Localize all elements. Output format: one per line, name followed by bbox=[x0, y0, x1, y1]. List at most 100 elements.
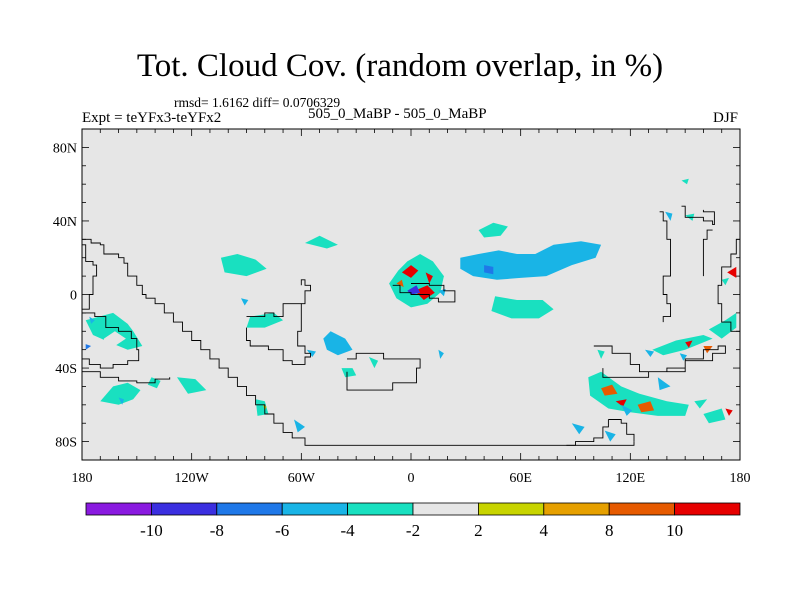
anomaly-region bbox=[679, 353, 687, 361]
colorbar-swatch bbox=[477, 502, 545, 516]
colorbar-label: -4 bbox=[341, 521, 356, 540]
anomaly-region bbox=[645, 349, 655, 357]
anomaly-region bbox=[685, 340, 693, 348]
anomaly-region bbox=[305, 235, 338, 249]
colorbar-swatch bbox=[608, 502, 676, 516]
anomaly-region bbox=[100, 382, 141, 405]
anomaly-region bbox=[341, 368, 357, 378]
x-tick-label: 180 bbox=[72, 471, 93, 486]
anomaly-region bbox=[407, 285, 421, 295]
colorbar-swatch bbox=[543, 502, 610, 516]
coastline bbox=[566, 441, 635, 446]
coastline bbox=[300, 279, 311, 305]
x-tick-label: 120E bbox=[616, 471, 646, 486]
anomaly-region bbox=[721, 277, 729, 286]
anomaly-region bbox=[604, 430, 616, 442]
colorbar-swatch bbox=[281, 502, 349, 516]
anomaly-region bbox=[85, 344, 92, 350]
colorbar-swatch bbox=[674, 502, 741, 516]
anomaly-region bbox=[571, 423, 585, 435]
anomaly-region bbox=[306, 349, 316, 357]
anomaly-region bbox=[425, 272, 433, 284]
anomaly-region bbox=[241, 298, 249, 306]
anomaly-region bbox=[103, 331, 126, 346]
coastline bbox=[82, 244, 98, 317]
anomaly-region bbox=[323, 331, 353, 356]
anomaly-region bbox=[85, 312, 143, 350]
colorbar-swatch bbox=[85, 502, 152, 516]
anomaly-region bbox=[220, 254, 267, 277]
coastline bbox=[608, 419, 635, 442]
coastline bbox=[82, 238, 609, 446]
colorbar-label: -10 bbox=[140, 521, 163, 540]
colorbar-swatch bbox=[412, 502, 479, 516]
colorbar-swatch bbox=[347, 502, 414, 516]
coastline bbox=[681, 205, 715, 226]
anomaly-region bbox=[294, 419, 305, 433]
anomaly-region bbox=[478, 222, 508, 238]
x-tick-label: 60W bbox=[288, 471, 316, 486]
anomaly-region bbox=[597, 349, 605, 359]
y-tick-label: 80N bbox=[53, 141, 77, 156]
y-tick-label: 0 bbox=[70, 289, 77, 304]
field-layer bbox=[85, 178, 737, 442]
coastline bbox=[593, 345, 726, 378]
colorbar-label: -6 bbox=[275, 521, 289, 540]
coastline bbox=[82, 312, 140, 369]
y-tick-label: 40N bbox=[53, 215, 77, 230]
anomaly-region bbox=[177, 377, 207, 394]
anomaly-region bbox=[615, 399, 627, 407]
anomaly-region bbox=[118, 397, 124, 405]
coastline bbox=[659, 211, 671, 323]
x-tick-label: 0 bbox=[408, 471, 415, 486]
colorbar-label: -2 bbox=[406, 521, 420, 540]
anomaly-region bbox=[401, 265, 419, 278]
colorbar-swatch bbox=[150, 502, 218, 516]
anomaly-region bbox=[637, 401, 655, 413]
colorbar-label: 8 bbox=[605, 521, 614, 540]
experiment-label: Expt = teYFx3-teYFx2 bbox=[82, 110, 222, 126]
anomaly-region bbox=[460, 241, 602, 280]
anomaly-region bbox=[727, 266, 737, 278]
anomaly-region bbox=[725, 408, 733, 416]
anomaly-region bbox=[652, 335, 713, 356]
anomaly-region bbox=[601, 384, 618, 396]
anomaly-region bbox=[694, 399, 708, 409]
coastline bbox=[717, 238, 740, 335]
colorbar-label: 4 bbox=[540, 521, 549, 540]
anomaly-region bbox=[588, 371, 689, 416]
anomaly-region bbox=[396, 279, 404, 288]
season-label: DJF bbox=[713, 110, 739, 126]
coastline bbox=[702, 229, 713, 277]
coastline bbox=[82, 371, 171, 384]
case-label: 505_0_MaBP - 505_0_MaBP bbox=[308, 106, 487, 122]
coastline-layer bbox=[82, 205, 740, 446]
coastline bbox=[346, 352, 421, 391]
anomaly-region bbox=[703, 408, 726, 424]
anomaly-region bbox=[89, 316, 95, 324]
anomaly-region bbox=[414, 285, 435, 300]
coastline bbox=[392, 283, 456, 303]
anomaly-region bbox=[708, 312, 737, 339]
coastline bbox=[246, 303, 311, 365]
x-tick-label: 120W bbox=[175, 471, 210, 486]
colorbar-label: -8 bbox=[210, 521, 224, 540]
anomaly-region bbox=[369, 357, 379, 369]
anomaly-region bbox=[621, 404, 633, 416]
anomaly-region bbox=[665, 211, 673, 221]
y-tick-label: 40S bbox=[55, 362, 77, 377]
colorbar-label: 10 bbox=[666, 521, 683, 540]
stats-text: rmsd= 1.6162 diff= 0.0706329 bbox=[174, 95, 341, 110]
anomaly-region bbox=[438, 349, 444, 359]
y-tick-label: 80S bbox=[55, 436, 77, 451]
anomaly-region bbox=[484, 265, 494, 275]
colorbar-swatch bbox=[216, 502, 283, 516]
anomaly-region bbox=[681, 178, 689, 185]
x-tick-label: 60E bbox=[509, 471, 532, 486]
anomaly-region bbox=[657, 377, 671, 391]
colorbar-label: 2 bbox=[474, 521, 483, 540]
anomaly-region bbox=[491, 296, 554, 319]
chart-title: Tot. Cloud Cov. (random overlap, in %) bbox=[136, 48, 664, 84]
x-tick-label: 180 bbox=[730, 471, 751, 486]
